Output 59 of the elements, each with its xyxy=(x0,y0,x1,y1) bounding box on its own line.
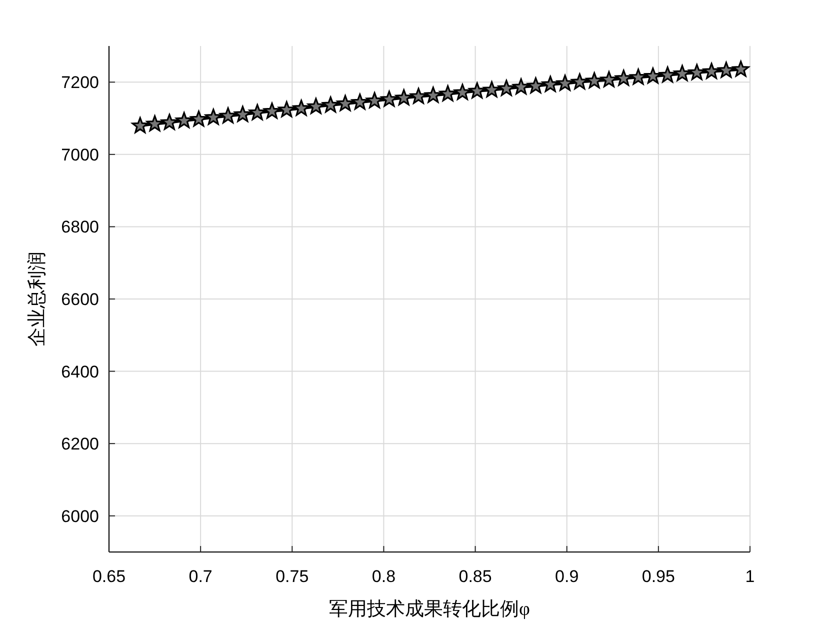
point xyxy=(600,71,618,88)
point xyxy=(732,60,750,77)
point xyxy=(512,78,530,94)
point xyxy=(248,104,266,120)
point xyxy=(395,89,412,106)
point xyxy=(615,70,632,86)
point xyxy=(630,68,647,85)
x-tick-label: 0.85 xyxy=(458,567,492,586)
point xyxy=(176,112,192,128)
point xyxy=(336,95,354,112)
x-tick-label: 0.65 xyxy=(92,567,126,586)
point xyxy=(718,62,735,78)
point xyxy=(146,115,164,132)
point xyxy=(234,106,252,122)
point xyxy=(703,62,720,79)
point xyxy=(204,108,222,125)
y-tick-label: 7200 xyxy=(61,73,99,92)
point xyxy=(308,98,324,114)
point xyxy=(688,64,706,80)
point xyxy=(424,86,442,103)
point xyxy=(366,92,383,108)
point xyxy=(527,77,544,94)
y-tick-label: 6800 xyxy=(61,218,99,237)
point xyxy=(410,88,427,104)
point xyxy=(264,102,280,119)
x-axis-title: 军用技术成果转化比例φ xyxy=(329,599,530,620)
point xyxy=(586,72,603,88)
y-axis-title: 企业总利润 xyxy=(26,252,48,346)
point xyxy=(468,82,486,98)
point xyxy=(644,68,662,84)
y-tick-label: 6400 xyxy=(61,362,99,382)
point xyxy=(352,94,368,110)
x-tick-label: 0.95 xyxy=(642,567,675,586)
point xyxy=(322,96,340,113)
point xyxy=(380,90,398,107)
point xyxy=(542,76,559,92)
point xyxy=(556,74,574,91)
y-tick-label: 6000 xyxy=(61,506,99,526)
point xyxy=(132,117,149,134)
point xyxy=(439,85,456,102)
point xyxy=(292,100,310,116)
x-tick-label: 0.8 xyxy=(372,567,396,586)
x-tick-label: 0.7 xyxy=(188,567,212,586)
point xyxy=(190,110,208,127)
x-tick-label: 0.75 xyxy=(276,567,309,586)
point xyxy=(659,66,676,83)
x-tick-label: 1 xyxy=(745,567,755,586)
point xyxy=(161,114,178,130)
point xyxy=(571,73,588,90)
point xyxy=(483,81,500,98)
y-tick-label: 7000 xyxy=(61,145,99,164)
x-tick-label: 0.9 xyxy=(555,567,579,586)
point xyxy=(278,101,296,118)
y-tick-label: 6200 xyxy=(61,434,99,454)
point xyxy=(498,80,515,96)
point xyxy=(454,84,471,100)
y-tick-label: 6600 xyxy=(61,290,99,309)
point xyxy=(674,65,691,82)
point xyxy=(220,107,236,124)
